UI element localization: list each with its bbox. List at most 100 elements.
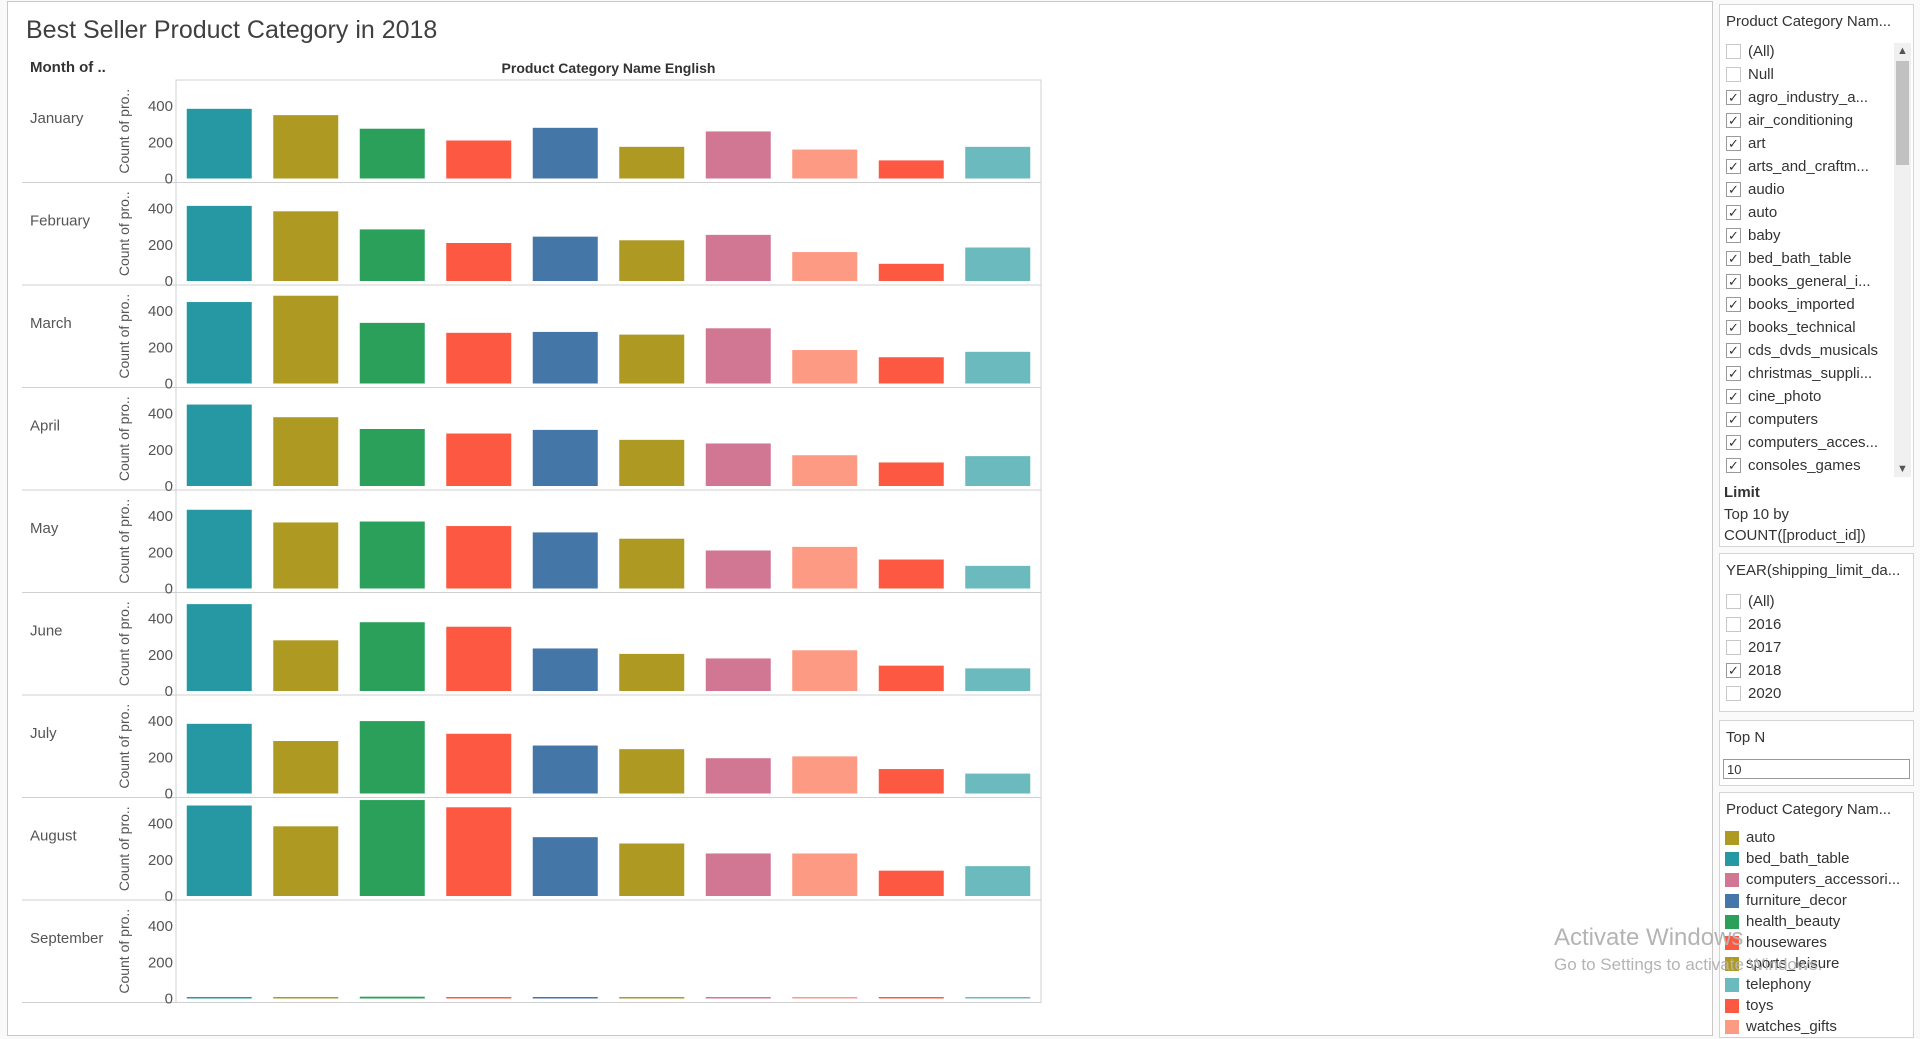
category-filter-option[interactable]: Null: [1720, 63, 1895, 86]
checkbox-checked-icon[interactable]: ✓: [1726, 228, 1741, 243]
bar-housewares[interactable]: [446, 997, 512, 999]
bar-furniture_decor[interactable]: [532, 331, 598, 384]
bar-watches_gifts[interactable]: [792, 455, 858, 486]
bar-furniture_decor[interactable]: [532, 127, 598, 179]
bar-sports_leisure[interactable]: [273, 997, 339, 999]
checkbox-unchecked-icon[interactable]: [1726, 44, 1741, 59]
bar-telephony[interactable]: [965, 247, 1031, 281]
bar-sports_leisure[interactable]: [273, 295, 339, 384]
bar-health_beauty[interactable]: [359, 622, 425, 691]
bar-auto[interactable]: [619, 334, 685, 384]
bar-auto[interactable]: [619, 240, 685, 281]
bar-health_beauty[interactable]: [359, 721, 425, 794]
bar-telephony[interactable]: [965, 866, 1031, 896]
bar-bed_bath_table[interactable]: [186, 604, 252, 691]
scrollbar-thumb[interactable]: [1896, 61, 1909, 165]
bar-furniture_decor[interactable]: [532, 648, 598, 691]
bar-auto[interactable]: [619, 749, 685, 794]
bar-computers_accessories[interactable]: [705, 234, 771, 281]
checkbox-checked-icon[interactable]: ✓: [1726, 90, 1741, 105]
checkbox-checked-icon[interactable]: ✓: [1726, 205, 1741, 220]
checkbox-unchecked-icon[interactable]: [1726, 686, 1741, 701]
bar-toys[interactable]: [878, 559, 944, 589]
year-filter-option[interactable]: 2020: [1720, 682, 1781, 705]
bar-health_beauty[interactable]: [359, 800, 425, 896]
category-filter-option[interactable]: ✓ computers_acces...: [1720, 431, 1895, 454]
bar-computers_accessories[interactable]: [705, 658, 771, 691]
checkbox-checked-icon[interactable]: ✓: [1726, 113, 1741, 128]
category-filter-option[interactable]: ✓ books_imported: [1720, 293, 1895, 316]
column-header-category[interactable]: Product Category Name English: [501, 60, 716, 76]
scroll-down-icon[interactable]: ▼: [1897, 463, 1908, 475]
bar-bed_bath_table[interactable]: [186, 302, 252, 384]
legend-title[interactable]: Product Category Nam...: [1726, 801, 1892, 818]
bar-toys[interactable]: [878, 462, 944, 486]
category-filter-scrollbar[interactable]: ▲ ▼: [1894, 43, 1911, 477]
bar-toys[interactable]: [878, 665, 944, 691]
bar-housewares[interactable]: [446, 526, 512, 589]
legend-item[interactable]: housewares: [1720, 932, 1900, 953]
checkbox-checked-icon[interactable]: ✓: [1726, 663, 1741, 678]
category-filter-option[interactable]: ✓ arts_and_craftm...: [1720, 155, 1895, 178]
checkbox-checked-icon[interactable]: ✓: [1726, 251, 1741, 266]
category-filter-option[interactable]: ✓ christmas_suppli...: [1720, 362, 1895, 385]
legend-item[interactable]: bed_bath_table: [1720, 848, 1900, 869]
bar-furniture_decor[interactable]: [532, 532, 598, 589]
bar-bed_bath_table[interactable]: [186, 805, 252, 897]
category-filter-option[interactable]: ✓ agro_industry_a...: [1720, 86, 1895, 109]
bar-housewares[interactable]: [446, 242, 512, 281]
checkbox-unchecked-icon[interactable]: [1726, 640, 1741, 655]
bar-computers_accessories[interactable]: [705, 131, 771, 179]
bar-telephony[interactable]: [965, 456, 1031, 486]
checkbox-checked-icon[interactable]: ✓: [1726, 389, 1741, 404]
category-filter-option[interactable]: ✓ auto: [1720, 201, 1895, 224]
bar-bed_bath_table[interactable]: [186, 509, 252, 589]
legend-item[interactable]: toys: [1720, 995, 1900, 1016]
category-filter-option[interactable]: (All): [1720, 40, 1895, 63]
bar-watches_gifts[interactable]: [792, 997, 858, 999]
checkbox-checked-icon[interactable]: ✓: [1726, 159, 1741, 174]
bar-sports_leisure[interactable]: [273, 826, 339, 896]
legend-item[interactable]: auto: [1720, 827, 1900, 848]
checkbox-unchecked-icon[interactable]: [1726, 594, 1741, 609]
bar-sports_leisure[interactable]: [273, 522, 339, 589]
bar-bed_bath_table[interactable]: [186, 723, 252, 794]
bar-health_beauty[interactable]: [359, 428, 425, 486]
bar-bed_bath_table[interactable]: [186, 997, 252, 999]
bar-computers_accessories[interactable]: [705, 550, 771, 589]
bar-furniture_decor[interactable]: [532, 236, 598, 281]
bar-furniture_decor[interactable]: [532, 745, 598, 794]
year-filter-option[interactable]: 2016: [1720, 613, 1781, 636]
category-filter-option[interactable]: ✓ bed_bath_table: [1720, 247, 1895, 270]
category-filter-option[interactable]: ✓ air_conditioning: [1720, 109, 1895, 132]
bar-auto[interactable]: [619, 538, 685, 589]
bar-watches_gifts[interactable]: [792, 546, 858, 589]
bar-telephony[interactable]: [965, 668, 1031, 691]
bar-sports_leisure[interactable]: [273, 417, 339, 486]
checkbox-unchecked-icon[interactable]: [1726, 67, 1741, 82]
category-filter-title[interactable]: Product Category Nam...: [1726, 13, 1892, 30]
row-header-month[interactable]: Month of ..: [30, 59, 106, 76]
bar-computers_accessories[interactable]: [705, 853, 771, 896]
checkbox-checked-icon[interactable]: ✓: [1726, 343, 1741, 358]
bar-computers_accessories[interactable]: [705, 328, 771, 384]
bar-health_beauty[interactable]: [359, 229, 425, 281]
checkbox-checked-icon[interactable]: ✓: [1726, 182, 1741, 197]
bar-health_beauty[interactable]: [359, 128, 425, 179]
bar-auto[interactable]: [619, 146, 685, 179]
bar-computers_accessories[interactable]: [705, 443, 771, 486]
bar-toys[interactable]: [878, 769, 944, 794]
year-filter-list[interactable]: (All) 2016 2017 ✓ 2018 2020: [1720, 590, 1781, 705]
bar-furniture_decor[interactable]: [532, 837, 598, 896]
top-n-input[interactable]: [1723, 759, 1910, 779]
bar-bed_bath_table[interactable]: [186, 108, 252, 179]
bar-telephony[interactable]: [965, 565, 1031, 589]
category-filter-option[interactable]: ✓ cds_dvds_musicals: [1720, 339, 1895, 362]
bar-telephony[interactable]: [965, 351, 1031, 384]
category-filter-option[interactable]: ✓ computers: [1720, 408, 1895, 431]
checkbox-checked-icon[interactable]: ✓: [1726, 274, 1741, 289]
bar-sports_leisure[interactable]: [273, 115, 339, 179]
legend-item[interactable]: health_beauty: [1720, 911, 1900, 932]
bar-computers_accessories[interactable]: [705, 758, 771, 794]
bar-housewares[interactable]: [446, 140, 512, 179]
